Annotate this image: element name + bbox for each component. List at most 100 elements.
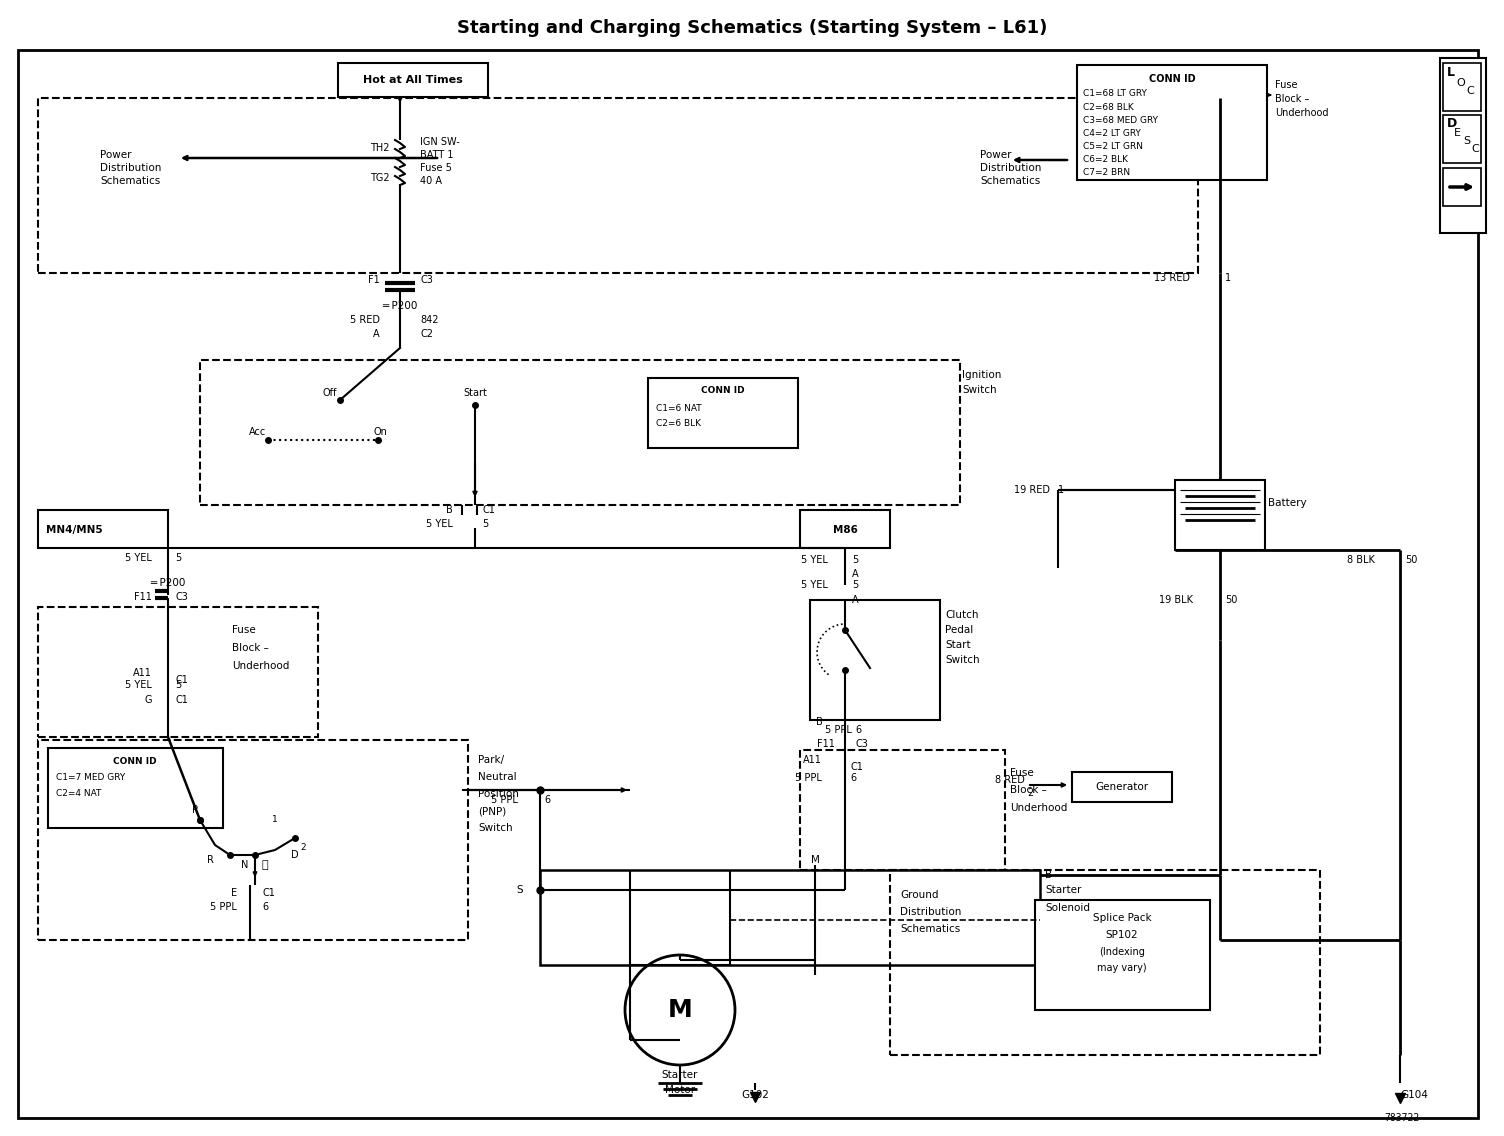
Text: C3=68 MED GRY: C3=68 MED GRY [1083, 116, 1158, 125]
Text: 40 A: 40 A [420, 176, 442, 186]
Text: C3: C3 [420, 275, 433, 285]
Bar [1077, 65, 1266, 179]
Text: C1: C1 [262, 888, 275, 897]
Text: N: N [241, 860, 248, 870]
Text: D: D [1447, 117, 1457, 130]
Text: SP102: SP102 [1105, 930, 1139, 939]
Text: 6: 6 [854, 725, 862, 735]
Bar [540, 870, 1039, 964]
Text: Neutral: Neutral [478, 772, 517, 782]
Text: C2: C2 [420, 329, 433, 339]
Bar [1442, 115, 1481, 162]
Text: 2: 2 [301, 844, 305, 852]
Text: B: B [817, 717, 823, 727]
Text: 5 YEL: 5 YEL [125, 680, 152, 690]
Text: 6: 6 [850, 772, 856, 783]
Text: BATT 1: BATT 1 [420, 150, 454, 160]
Text: C1=68 LT GRY: C1=68 LT GRY [1083, 89, 1148, 98]
Text: R: R [206, 855, 214, 864]
Text: C7=2 BRN: C7=2 BRN [1083, 167, 1130, 176]
Text: Acc: Acc [250, 427, 266, 437]
Text: Off: Off [323, 389, 337, 398]
Text: 5: 5 [481, 519, 489, 529]
Bar [890, 870, 1321, 1055]
Text: M: M [668, 999, 692, 1022]
Text: B: B [447, 506, 453, 515]
Text: 19 RED: 19 RED [1014, 485, 1050, 495]
Text: Block –: Block – [232, 643, 269, 653]
Text: Block –: Block – [1011, 785, 1047, 795]
Text: M86: M86 [833, 525, 857, 535]
Text: B: B [1045, 870, 1053, 880]
Text: S: S [1463, 136, 1469, 147]
Text: C1: C1 [850, 762, 863, 772]
Bar [800, 750, 1005, 870]
Text: 6: 6 [262, 902, 268, 912]
Text: 5 PPL: 5 PPL [826, 725, 851, 735]
Bar [38, 510, 168, 548]
Text: A11: A11 [134, 668, 152, 678]
Text: TG2: TG2 [370, 173, 390, 183]
Text: Fuse 5: Fuse 5 [420, 162, 451, 173]
Bar [200, 360, 960, 506]
Text: Starting and Charging Schematics (Starting System – L61): Starting and Charging Schematics (Starti… [457, 19, 1047, 37]
Text: C4=2 LT GRY: C4=2 LT GRY [1083, 128, 1142, 137]
Text: Power: Power [99, 150, 131, 160]
Text: G: G [144, 695, 152, 705]
Text: Power: Power [981, 150, 1012, 160]
Bar [1175, 481, 1265, 550]
Text: C: C [1466, 86, 1474, 97]
Text: Starter: Starter [662, 1070, 698, 1080]
Text: (Indexing: (Indexing [1099, 947, 1145, 957]
Text: 5 YEL: 5 YEL [426, 519, 453, 529]
Text: 5: 5 [851, 580, 859, 590]
Text: D: D [292, 850, 299, 860]
Bar [38, 607, 317, 737]
Text: 842: 842 [420, 315, 439, 325]
Text: 5: 5 [174, 553, 182, 563]
Text: Battery: Battery [1268, 498, 1307, 508]
Text: Ground: Ground [899, 889, 938, 900]
Text: Underhood: Underhood [232, 661, 289, 671]
Text: Hot at All Times: Hot at All Times [362, 75, 463, 85]
Text: 5 PPL: 5 PPL [796, 772, 823, 783]
Text: Fuse: Fuse [232, 625, 256, 635]
Text: 2: 2 [1027, 788, 1033, 797]
Text: 13 RED: 13 RED [1154, 273, 1190, 283]
Text: Starter: Starter [1045, 885, 1081, 895]
Text: C1: C1 [174, 675, 188, 685]
Text: E: E [232, 888, 238, 897]
Text: C5=2 LT GRN: C5=2 LT GRN [1083, 142, 1143, 150]
Text: A: A [851, 569, 859, 579]
Text: C3: C3 [854, 740, 868, 749]
Text: On: On [373, 427, 387, 437]
Text: Fuse: Fuse [1275, 80, 1298, 90]
Text: Start: Start [463, 389, 487, 398]
Text: F11: F11 [134, 592, 152, 602]
Text: F1: F1 [368, 275, 381, 285]
Text: IGN SW-: IGN SW- [420, 137, 460, 147]
Text: Switch: Switch [945, 655, 979, 665]
Text: 5: 5 [174, 680, 182, 690]
Bar [1442, 168, 1481, 206]
Text: 783722: 783722 [1385, 1113, 1420, 1124]
Text: A: A [373, 329, 381, 339]
Text: Switch: Switch [478, 822, 513, 833]
Text: Schematics: Schematics [981, 176, 1041, 186]
Text: Pedal: Pedal [945, 625, 973, 635]
Text: L: L [1447, 66, 1454, 78]
Text: 5 YEL: 5 YEL [125, 553, 152, 563]
Text: 1: 1 [272, 816, 278, 825]
Text: 5 YEL: 5 YEL [802, 580, 829, 590]
Text: C6=2 BLK: C6=2 BLK [1083, 154, 1128, 164]
Text: Switch: Switch [963, 385, 997, 395]
Text: 50: 50 [1224, 595, 1238, 605]
Text: 8 BLK: 8 BLK [1348, 556, 1375, 565]
Text: Underhood: Underhood [1011, 803, 1068, 813]
Text: 8 RED: 8 RED [996, 775, 1026, 785]
Bar [1072, 772, 1172, 802]
Text: ═ P200: ═ P200 [382, 301, 418, 311]
Text: A11: A11 [803, 755, 823, 765]
Text: C2=6 BLK: C2=6 BLK [656, 418, 701, 427]
Text: 19 BLK: 19 BLK [1160, 595, 1193, 605]
